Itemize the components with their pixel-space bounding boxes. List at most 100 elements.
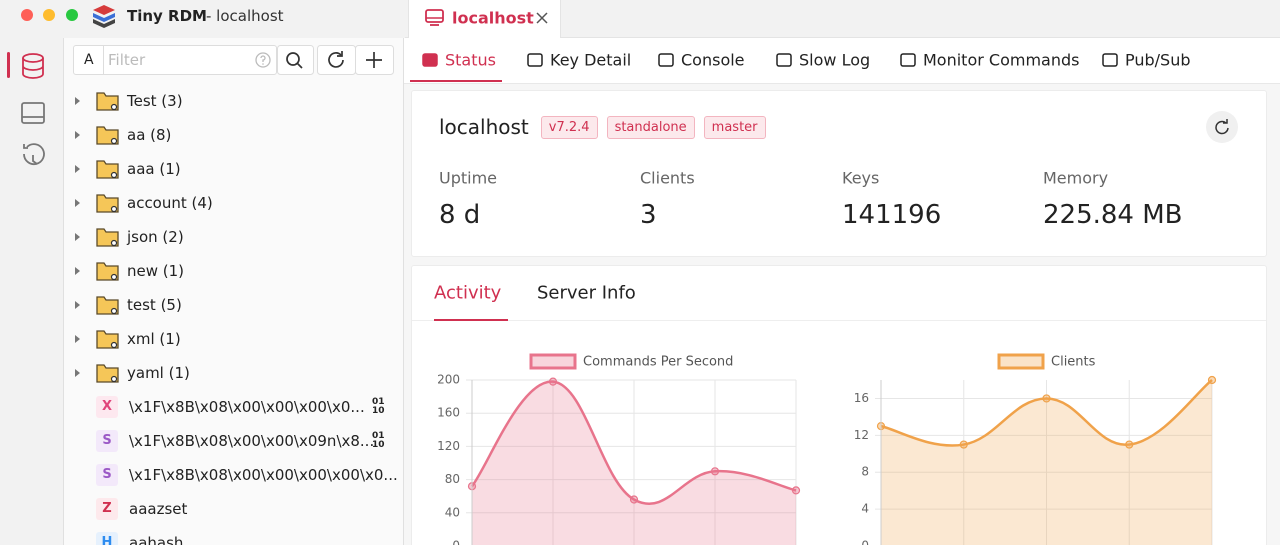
key-type-badge: X <box>96 396 118 418</box>
active-tab[interactable] <box>408 0 561 38</box>
nav-database[interactable] <box>22 53 44 79</box>
folder-icon[interactable] <box>70 191 122 215</box>
search-button[interactable] <box>277 45 314 75</box>
binary-badge: 01 <box>372 397 385 407</box>
activity-tab[interactable]: Activity <box>434 282 502 304</box>
tab-icon <box>425 9 444 26</box>
key-name[interactable]: \x1F\x8B\x08\x00\x00\x09n\x8... <box>129 432 375 450</box>
expand-arrow[interactable] <box>75 97 80 105</box>
stat-label: Keys <box>842 168 880 188</box>
subtab-icon <box>658 53 674 67</box>
expand-arrow[interactable] <box>75 369 80 377</box>
stat-value: 3 <box>640 200 657 230</box>
point <box>629 495 639 504</box>
subtab-underline <box>410 80 502 82</box>
folder-icon[interactable] <box>70 225 122 249</box>
folder-badge <box>110 239 118 247</box>
help-icon[interactable] <box>254 51 272 69</box>
window-controls <box>21 5 115 28</box>
point <box>548 377 558 386</box>
filter-input[interactable] <box>73 45 277 75</box>
y-tick-label: 120 <box>437 439 460 453</box>
subtab[interactable]: Pub/Sub <box>1125 50 1191 70</box>
folder-badge <box>110 375 118 383</box>
activity-tab[interactable]: Server Info <box>537 282 636 304</box>
y-tick-label: 0 <box>861 539 869 545</box>
expand-arrow[interactable] <box>75 233 80 241</box>
folder-label[interactable]: json (2) <box>127 228 184 246</box>
folder-icon[interactable] <box>70 361 122 385</box>
nav-indicator <box>7 52 10 78</box>
icon-frame <box>1102 53 1118 67</box>
subtab[interactable]: Status <box>445 50 496 70</box>
nav-history[interactable] <box>23 143 45 166</box>
folder-label[interactable]: yaml (1) <box>127 364 190 382</box>
folder-label[interactable]: aaa (1) <box>127 160 181 178</box>
expand-arrow[interactable] <box>75 335 80 343</box>
folder-label[interactable]: aa (8) <box>127 126 172 144</box>
close-button[interactable] <box>21 9 33 21</box>
folder-icon[interactable] <box>70 293 122 317</box>
subtab[interactable]: Console <box>681 50 745 70</box>
activity-tab-underline <box>434 319 508 321</box>
subtab[interactable]: Key Detail <box>550 50 632 70</box>
folder-badge <box>110 137 118 145</box>
case-button[interactable]: A <box>84 52 94 68</box>
key-type-badge: S <box>96 430 118 452</box>
subtab-icon <box>422 53 438 67</box>
subtab[interactable]: Slow Log <box>799 50 871 70</box>
folder-icon[interactable] <box>70 259 122 283</box>
key-name[interactable]: \x1F\x8B\x08\x00\x00\x00\x00\x0... <box>129 466 398 484</box>
app-name: Tiny RDM <box>127 7 207 25</box>
status-header: localhost v7.2.4 standalone master <box>439 115 766 139</box>
point <box>959 440 968 449</box>
folder-icon[interactable] <box>70 157 122 181</box>
expand-arrow[interactable] <box>75 131 80 139</box>
expand-arrow[interactable] <box>75 199 80 207</box>
refresh-status[interactable] <box>1206 111 1238 143</box>
key-type-badge: S <box>96 464 118 486</box>
y-tick-label: 80 <box>445 472 460 486</box>
key-name[interactable]: aahash <box>129 534 184 545</box>
minimize-button[interactable] <box>43 9 55 21</box>
folder-icon[interactable] <box>70 89 122 113</box>
expand-arrow[interactable] <box>75 165 80 173</box>
subtab-icon <box>527 53 543 67</box>
point <box>1042 394 1051 403</box>
subtab-icon <box>776 53 792 67</box>
subtab-icon <box>900 53 916 67</box>
folder-label[interactable]: xml (1) <box>127 330 181 348</box>
folder-icon[interactable] <box>70 327 122 351</box>
folder-label[interactable]: test (5) <box>127 296 182 314</box>
tab-close[interactable] <box>535 11 549 25</box>
activity-tabs-border <box>412 320 1266 321</box>
y-tick-label: 0 <box>452 539 460 545</box>
expand-arrow[interactable] <box>75 267 80 275</box>
nav-connections[interactable] <box>21 102 45 124</box>
title-bar <box>0 0 405 38</box>
area <box>881 380 1212 545</box>
y-tick-label: 16 <box>854 391 869 405</box>
folder-label[interactable]: new (1) <box>127 262 185 280</box>
point <box>710 467 720 476</box>
legend-label: Clients <box>1051 355 1096 370</box>
line <box>880 379 1213 447</box>
expand-arrow[interactable] <box>75 301 80 309</box>
folder-label[interactable]: Test (3) <box>127 92 183 110</box>
sidebar-toolbar <box>277 45 394 75</box>
tab-title[interactable]: localhost <box>452 8 534 28</box>
y-tick-label: 200 <box>437 373 460 387</box>
point <box>791 486 801 495</box>
key-name[interactable]: aaazset <box>129 500 188 518</box>
key-name[interactable]: \x1F\x8B\x08\x00\x00\x00\x0... <box>129 398 365 416</box>
stat-label: Clients <box>640 168 695 188</box>
folder-label[interactable]: account (4) <box>127 194 213 212</box>
zoom-button[interactable] <box>66 9 78 21</box>
subtab[interactable]: Monitor Commands <box>923 50 1080 70</box>
point <box>1125 440 1134 449</box>
folder-icon[interactable] <box>70 123 122 147</box>
icon-frame <box>527 53 543 67</box>
folder-badge <box>110 273 118 281</box>
